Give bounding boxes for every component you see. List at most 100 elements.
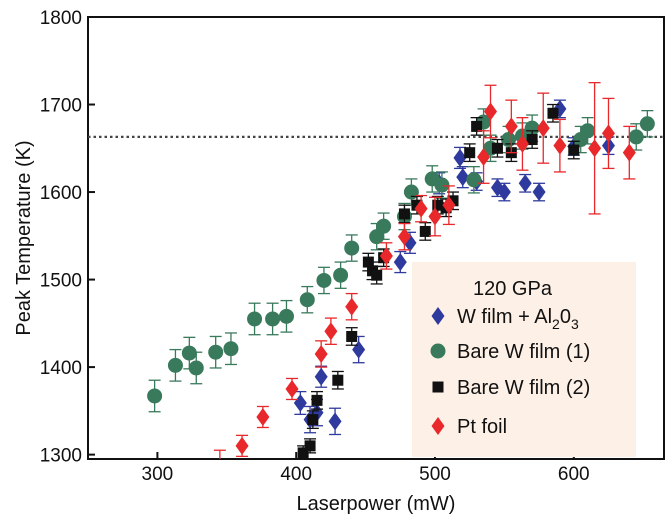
data-point [434, 177, 450, 193]
data-point [345, 297, 359, 316]
y-axis-title: Peak Temperature (K) [13, 140, 35, 335]
data-point [332, 374, 344, 386]
data-point [484, 102, 498, 121]
data-point [553, 136, 567, 155]
data-point [639, 116, 655, 132]
data-point [316, 272, 332, 288]
data-point [376, 218, 392, 234]
data-point [147, 388, 163, 404]
y-tick-label: 1700 [40, 96, 82, 117]
data-point [464, 147, 476, 159]
x-tick-label: 600 [558, 464, 590, 485]
data-point [346, 330, 358, 342]
x-tick-label: 400 [280, 464, 312, 485]
data-point [622, 143, 636, 162]
data-point [588, 139, 602, 158]
data-point [491, 142, 503, 154]
legend-label-subscript: 3 [571, 316, 579, 332]
axes: 300 400 500 600 1300 1400 1500 1600 1700 1800 [40, 8, 590, 485]
y-tick-label: 1500 [40, 271, 82, 292]
legend-label: Bare W film (2) [457, 377, 590, 399]
y-tick-label: 1400 [40, 358, 82, 379]
legend-items: W film + Al203 Bare W film (1) Bare W film… [430, 306, 590, 438]
data-point [414, 199, 428, 218]
data-point [208, 344, 224, 360]
data-point [188, 360, 204, 376]
legend-marker [430, 343, 446, 359]
data-point [497, 183, 511, 202]
data-point [432, 199, 444, 211]
legend-label: W film + Al203 [457, 306, 579, 332]
legend-label-subscript: 2 [552, 316, 560, 332]
data-point [471, 120, 483, 132]
data-point [453, 148, 467, 167]
data-point [456, 168, 470, 187]
data-point [265, 311, 281, 327]
data-point [299, 292, 315, 308]
data-point [568, 144, 580, 156]
data-point [371, 269, 383, 281]
data-point [532, 183, 546, 202]
data-point [285, 379, 299, 398]
data-point [428, 207, 442, 226]
legend-label-mid: 0 [560, 306, 571, 328]
data-point [235, 436, 249, 455]
legend-label: Pt foil [457, 416, 507, 438]
error-bar [213, 449, 226, 459]
data-point [504, 117, 518, 136]
y-tick-label: 1800 [40, 8, 82, 29]
data-point [256, 407, 270, 426]
data-point [278, 308, 294, 324]
legend-marker [431, 307, 445, 325]
data-point [304, 440, 316, 452]
data-point [328, 412, 342, 431]
data-point [223, 341, 239, 357]
data-point [466, 172, 482, 188]
y-tick-label: 1300 [40, 446, 82, 467]
data-point [580, 123, 596, 139]
series-4 [213, 81, 636, 459]
series-2 [147, 108, 655, 413]
data-point [477, 148, 491, 167]
legend-marker [431, 417, 445, 435]
data-point [307, 414, 319, 426]
data-point [547, 107, 559, 119]
data-point [181, 345, 197, 361]
data-point [297, 447, 309, 459]
legend-label: Bare W film (1) [457, 341, 590, 363]
data-point [411, 199, 423, 211]
data-point [324, 322, 338, 341]
data-points [147, 81, 655, 459]
data-point [314, 367, 328, 386]
data-point [447, 195, 459, 207]
data-point [442, 196, 456, 215]
data-point [379, 246, 393, 265]
data-point [314, 344, 328, 363]
data-point [398, 208, 410, 220]
data-point [515, 134, 529, 153]
data-point [393, 253, 407, 272]
legend-label-main: Bare W film (1) [457, 341, 590, 363]
data-point [628, 129, 644, 145]
data-point [601, 124, 615, 143]
x-tick-label: 500 [419, 464, 451, 485]
data-point [524, 120, 540, 136]
legend-label-main: Pt foil [457, 416, 507, 438]
legend-title: 120 GPa [473, 278, 553, 300]
legend-label-main: W film + Al [457, 306, 552, 328]
legend-label-main: Bare W film (2) [457, 377, 590, 399]
data-point [247, 311, 263, 327]
legend-box [412, 262, 636, 457]
x-tick-label: 300 [142, 464, 174, 485]
data-point [333, 267, 349, 283]
plot-area [87, 16, 665, 460]
data-point [526, 134, 538, 146]
data-point [167, 357, 183, 373]
data-point [397, 227, 411, 246]
data-point [344, 240, 360, 256]
data-point [518, 174, 532, 193]
data-point [419, 225, 431, 237]
y-tick-label: 1600 [40, 183, 82, 204]
x-axis-title: Laserpower (mW) [297, 493, 456, 515]
